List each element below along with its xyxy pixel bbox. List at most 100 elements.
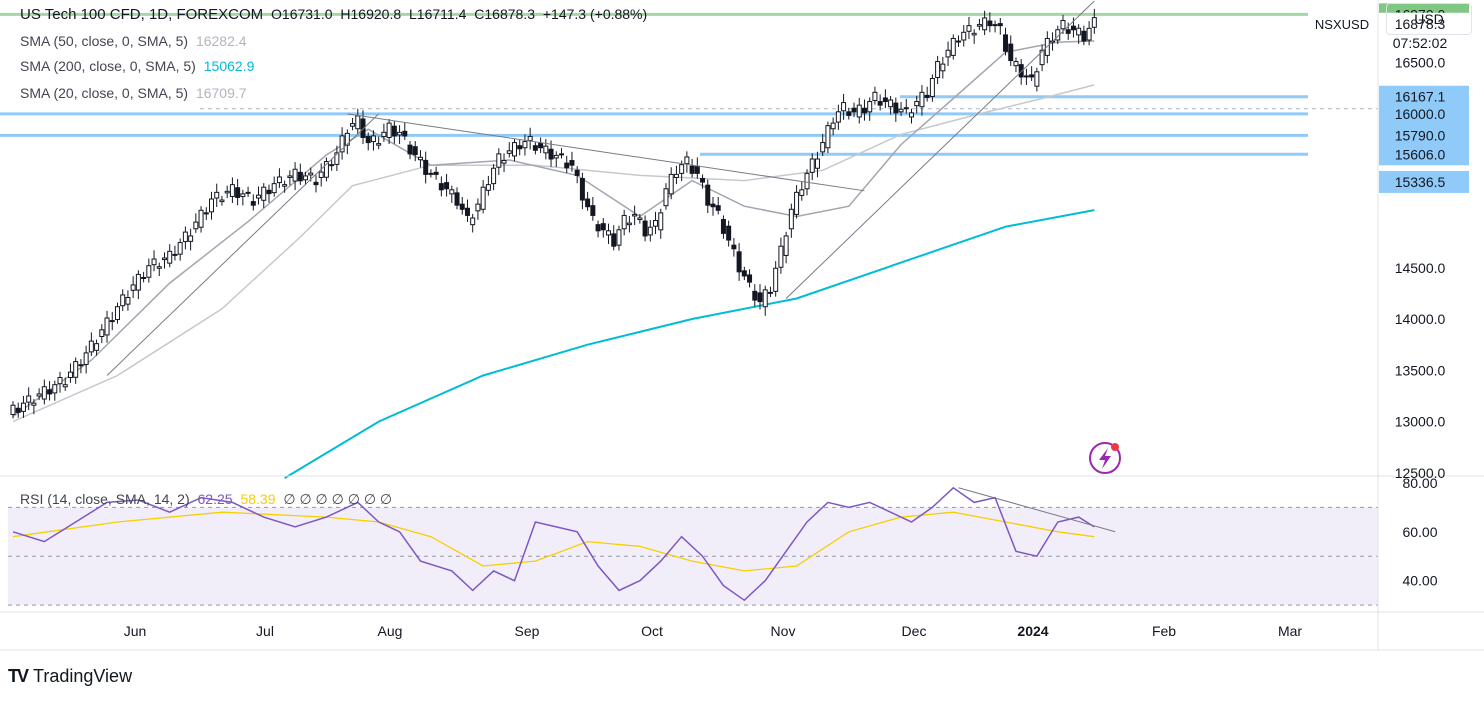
candle-body-118 <box>626 222 632 226</box>
candle-body-119 <box>632 213 638 217</box>
level-label-1: 16878.3 <box>1395 16 1446 32</box>
candle-body-130 <box>689 165 695 174</box>
price-tick-3: 14000.0 <box>1395 311 1446 327</box>
candle-body-114 <box>606 230 612 236</box>
candle-body-110 <box>585 198 591 208</box>
candle-body-63 <box>339 135 345 153</box>
lightning-bolt-icon <box>1099 448 1111 469</box>
candle-body-47 <box>256 194 262 199</box>
time-tick-5: Nov <box>771 623 796 639</box>
level-label-2: 16167.1 <box>1395 89 1446 105</box>
candle-body-132 <box>700 178 706 183</box>
candle-body-27 <box>151 258 157 266</box>
candle-body-77 <box>412 146 418 156</box>
candle-body-16 <box>94 343 100 351</box>
candle-body-143 <box>757 292 763 303</box>
candle-body-22 <box>125 297 131 305</box>
candle-body-75 <box>402 130 408 137</box>
candle-body-33 <box>182 231 188 243</box>
candle-body-10 <box>62 384 68 388</box>
price-tick-2: 13500.0 <box>1395 362 1446 378</box>
trendline-2 <box>785 0 1095 299</box>
candle-body-28 <box>156 266 162 269</box>
symbol-title[interactable]: US Tech 100 CFD, 1D, FOREXCOM <box>20 6 264 23</box>
sma200-legend[interactable]: SMA (200, close, 0, SMA, 5) 15062.9 <box>20 58 258 74</box>
candle-body-71 <box>381 131 387 137</box>
candle-body-92 <box>491 167 497 185</box>
sma20-legend[interactable]: SMA (20, close, 0, SMA, 5) 16709.7 <box>20 85 251 101</box>
time-tick-4: Oct <box>641 623 663 639</box>
candle-body-86 <box>459 203 465 210</box>
candle-body-58 <box>313 181 319 186</box>
candle-body-107 <box>569 160 575 166</box>
candle-body-60 <box>323 161 329 178</box>
candle-body-142 <box>752 290 758 301</box>
candle-body-125 <box>663 188 669 207</box>
currency-selector[interactable]: USD <box>1386 3 1472 35</box>
rsi-tick-1: 60.00 <box>1402 524 1437 540</box>
candle-body-70 <box>376 143 382 146</box>
candle-body-156 <box>825 125 831 149</box>
candle-body-36 <box>198 209 204 228</box>
candle-body-32 <box>177 242 183 255</box>
rsi-label: RSI (14, close, SMA, 14, 2) <box>20 491 190 507</box>
level-label-bg-4 <box>1379 124 1469 147</box>
candle-body-126 <box>668 173 674 195</box>
time-tick-2: Aug <box>378 623 403 639</box>
candle-body-97 <box>517 145 523 150</box>
level-label-bg-6 <box>1379 170 1469 193</box>
candle-body-179 <box>945 49 951 58</box>
candle-body-68 <box>365 135 371 144</box>
candle-body-187 <box>987 20 993 27</box>
candle-body-185 <box>976 24 982 27</box>
candle-body-44 <box>240 193 246 197</box>
time-tick-1: Jul <box>256 623 274 639</box>
candle-body-182 <box>961 31 967 41</box>
candle-body-59 <box>318 171 324 178</box>
trend-lines[interactable] <box>106 0 1095 376</box>
candle-body-171 <box>903 107 909 110</box>
rsi-tick-2: 80.00 <box>1402 475 1437 491</box>
candle-body-23 <box>130 284 136 291</box>
candle-body-163 <box>861 107 867 114</box>
candle-body-66 <box>355 115 361 130</box>
candle-body-113 <box>600 223 606 231</box>
candle-body-165 <box>872 91 878 102</box>
candle-body-115 <box>611 233 617 247</box>
candle-body-103 <box>548 148 554 160</box>
candle-body-116 <box>616 229 622 246</box>
candle-body-78 <box>417 156 423 161</box>
candle-body-134 <box>710 203 716 208</box>
candle-body-121 <box>642 220 648 237</box>
candle-body-151 <box>799 189 805 196</box>
candle-body-128 <box>679 164 685 174</box>
candle-body-99 <box>527 135 533 142</box>
candle-body-131 <box>694 165 700 174</box>
tradingview-logo[interactable]: TV TradingView <box>8 666 132 687</box>
candle-body-197 <box>1039 49 1045 66</box>
candle-body-127 <box>673 173 679 178</box>
candle-body-49 <box>266 189 272 195</box>
candle-body-149 <box>788 208 794 230</box>
candle-body-73 <box>391 125 397 137</box>
ohlc-close: C16878.3 <box>474 6 535 22</box>
symbol-tag: NSXUSD <box>1315 17 1369 32</box>
candle-body-122 <box>647 226 653 236</box>
level-label-bg-5 <box>1379 143 1469 166</box>
candle-body-184 <box>971 32 977 36</box>
sma50-legend[interactable]: SMA (50, close, 0, SMA, 5) 16282.4 <box>20 33 251 49</box>
candle-body-188 <box>992 24 998 27</box>
candle-body-102 <box>543 145 549 154</box>
time-tick-7: 2024 <box>1017 623 1048 639</box>
candle-body-42 <box>229 184 235 197</box>
candle-body-100 <box>532 145 538 151</box>
rsi-indicator <box>12 486 1116 602</box>
rsi-legend[interactable]: RSI (14, close, SMA, 14, 2) 62.25 58.39 … <box>20 491 396 508</box>
rsi-pane <box>8 506 1378 606</box>
candle-body-34 <box>188 235 194 242</box>
candle-body-152 <box>804 172 810 190</box>
candle-body-166 <box>877 101 883 106</box>
candle-body-48 <box>261 186 267 201</box>
candle-body-81 <box>433 171 439 175</box>
